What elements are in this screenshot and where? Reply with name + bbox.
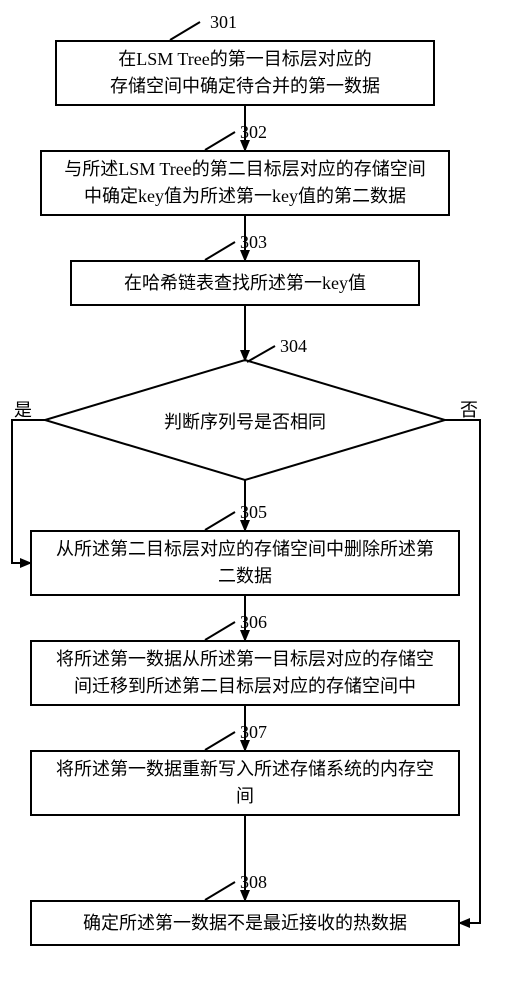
label-305: 305 (240, 502, 267, 523)
label-308: 308 (240, 872, 267, 893)
label-307: 307 (240, 722, 267, 743)
step-308-text: 确定所述第一数据不是最近接收的热数据 (83, 910, 407, 937)
step-308: 确定所述第一数据不是最近接收的热数据 (30, 900, 460, 946)
decision-304-text: 判断序列号是否相同 (45, 408, 445, 434)
label-306: 306 (240, 612, 267, 633)
step-305: 从所述第二目标层对应的存储空间中删除所述第二数据 (30, 530, 460, 596)
step-305-text: 从所述第二目标层对应的存储空间中删除所述第二数据 (56, 536, 434, 590)
step-306-text: 将所述第一数据从所述第一目标层对应的存储空间迁移到所述第二目标层对应的存储空间中 (56, 646, 434, 700)
label-yes: 是 (14, 396, 32, 422)
step-303-text: 在哈希链表查找所述第一key值 (124, 270, 366, 297)
label-302: 302 (240, 122, 267, 143)
step-302-text: 与所述LSM Tree的第二目标层对应的存储空间中确定key值为所述第一key值… (64, 156, 426, 210)
label-304: 304 (280, 336, 307, 357)
label-303: 303 (240, 232, 267, 253)
step-306: 将所述第一数据从所述第一目标层对应的存储空间迁移到所述第二目标层对应的存储空间中 (30, 640, 460, 706)
step-301-text: 在LSM Tree的第一目标层对应的存储空间中确定待合并的第一数据 (110, 46, 380, 100)
label-no: 否 (460, 396, 478, 422)
step-307-text: 将所述第一数据重新写入所述存储系统的内存空间 (56, 756, 434, 810)
step-303: 在哈希链表查找所述第一key值 (70, 260, 420, 306)
step-307: 将所述第一数据重新写入所述存储系统的内存空间 (30, 750, 460, 816)
step-302: 与所述LSM Tree的第二目标层对应的存储空间中确定key值为所述第一key值… (40, 150, 450, 216)
step-301: 在LSM Tree的第一目标层对应的存储空间中确定待合并的第一数据 (55, 40, 435, 106)
label-301: 301 (210, 12, 237, 33)
